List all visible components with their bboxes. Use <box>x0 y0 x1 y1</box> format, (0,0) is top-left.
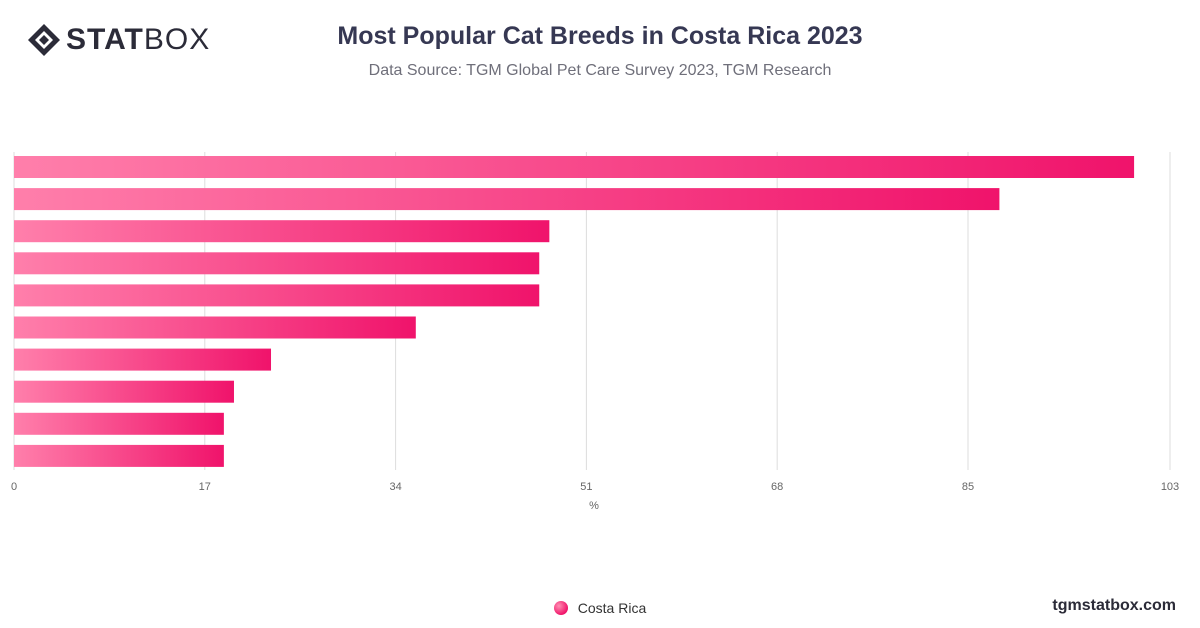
legend-swatch-icon <box>553 601 568 615</box>
legend[interactable]: Costa Rica <box>0 600 1200 616</box>
logo-bold-text: STAT <box>66 23 144 56</box>
bar[interactable] <box>14 348 272 371</box>
bar[interactable] <box>14 380 234 403</box>
logo-wordmark: STATBOX <box>66 22 210 58</box>
x-tick-label: 17 <box>199 481 211 493</box>
chart-title: Most Popular Cat Breeds in Costa Rica 20… <box>337 22 863 50</box>
chart-subtitle: Data Source: TGM Global Pet Care Survey … <box>368 62 832 79</box>
x-axis-label: % <box>589 500 599 512</box>
statbox-logo: STATBOX <box>26 22 210 58</box>
logo-light-text: BOX <box>143 23 211 56</box>
x-tick-label: 51 <box>580 481 592 493</box>
legend-label: Costa Rica <box>577 600 647 616</box>
bar[interactable] <box>14 188 1000 211</box>
x-tick-label: 103 <box>1161 481 1179 493</box>
bar[interactable] <box>14 412 224 435</box>
x-tick-label: 0 <box>11 481 17 493</box>
x-axis-ticks: 0 17 34 51 68 85 103 <box>11 481 1179 493</box>
x-tick-label: 85 <box>962 481 974 493</box>
watermark: tgmstatbox.com <box>1052 597 1176 614</box>
bars <box>14 156 1135 467</box>
bar[interactable] <box>14 444 224 467</box>
bar[interactable] <box>14 284 540 307</box>
x-tick-label: 68 <box>771 481 783 493</box>
statbox-diamond-icon <box>28 24 60 56</box>
bar[interactable] <box>14 252 540 275</box>
bar[interactable] <box>14 220 550 243</box>
x-tick-label: 34 <box>389 481 401 493</box>
bar[interactable] <box>14 156 1135 178</box>
bar[interactable] <box>14 316 416 339</box>
